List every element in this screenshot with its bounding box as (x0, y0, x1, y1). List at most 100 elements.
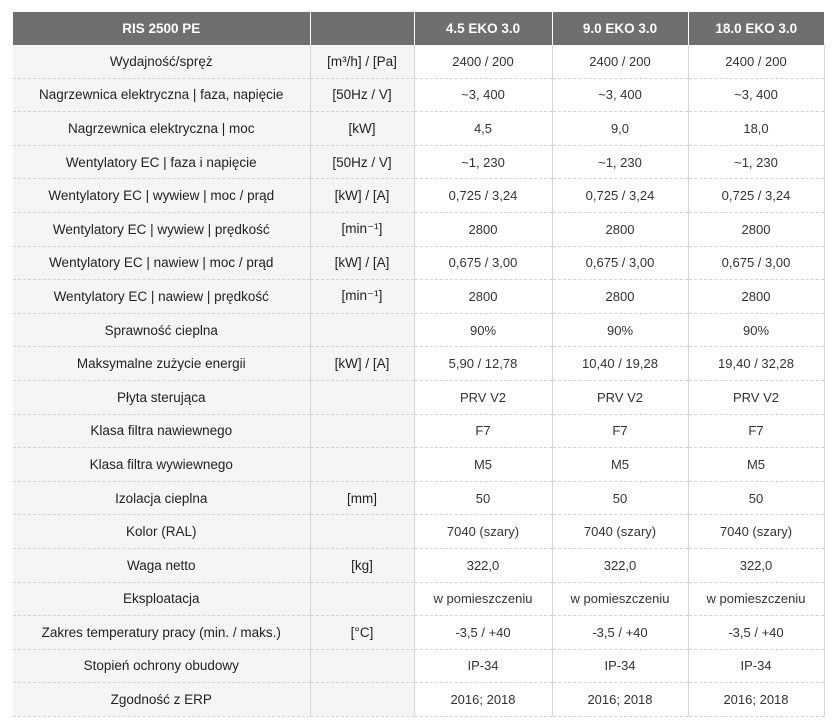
row-value-model-3: ~1, 230 (688, 145, 825, 180)
table-row: Wentylatory EC | wywiew | prędkość [min⁻¹… (13, 212, 825, 247)
table-row: Eksploatacja w pomieszczeniu w pomieszczen… (13, 582, 825, 617)
row-unit (309, 414, 415, 449)
row-value-model-2: 0,725 / 3,24 (552, 178, 689, 213)
row-unit (309, 447, 415, 482)
row-unit (309, 380, 415, 415)
row-parameter-name: Zakres temperatury pracy (min. / maks.) (13, 615, 310, 650)
table-row: Maksymalne zużycie energii [kW] / [A] 5,90… (13, 346, 825, 381)
row-parameter-name: Klasa filtra wywiewnego (13, 447, 310, 482)
row-unit: [°C] (309, 615, 415, 650)
row-value-model-3: 0,725 / 3,24 (688, 178, 825, 213)
row-value-model-2: -3,5 / +40 (552, 615, 689, 650)
row-value-model-3: 18,0 (688, 111, 825, 146)
row-value-model-3: PRV V2 (688, 380, 825, 415)
row-value-model-1: 0,675 / 3,00 (414, 246, 553, 281)
row-parameter-name: Sprawność cieplna (13, 313, 310, 348)
row-parameter-name: Wentylatory EC | wywiew | moc / prąd (13, 178, 310, 213)
row-value-model-1: 50 (414, 481, 553, 516)
row-parameter-name: Wentylatory EC | nawiew | prędkość (13, 279, 310, 314)
row-unit: [min⁻¹] (309, 279, 415, 314)
row-value-model-2: 322,0 (552, 548, 689, 583)
table-body: Wydajność/spręż [m³/h] / [Pa] 2400 / 200 24… (13, 45, 825, 717)
row-value-model-2: 50 (552, 481, 689, 516)
row-value-model-2: 10,40 / 19,28 (552, 346, 689, 381)
row-parameter-name: Kolor (RAL) (13, 514, 310, 549)
row-value-model-1: PRV V2 (414, 380, 553, 415)
row-unit: [50Hz / V] (309, 145, 415, 180)
row-value-model-2: 9,0 (552, 111, 689, 146)
table-row: Nagrzewnica elektryczna | faza, napięcie… (13, 78, 825, 113)
table-row: Kolor (RAL) 7040 (szary) 7040 (szary) 7040 … (13, 514, 825, 549)
row-value-model-3: 7040 (szary) (688, 514, 825, 549)
row-value-model-3: 2800 (688, 279, 825, 314)
row-parameter-name: Płyta sterująca (13, 380, 310, 415)
table-row: Zakres temperatury pracy (min. / maks.)[… (13, 615, 825, 650)
row-unit (309, 582, 415, 617)
row-value-model-2: 2800 (552, 212, 689, 247)
row-value-model-3: F7 (688, 414, 825, 449)
row-value-model-1: 2016; 2018 (414, 682, 553, 717)
row-value-model-3: 50 (688, 481, 825, 516)
row-parameter-name: Wentylatory EC | wywiew | prędkość (13, 212, 310, 247)
row-parameter-name: Wentylatory EC | faza i napięcie (13, 145, 310, 180)
row-unit (309, 313, 415, 348)
header-model-3: 18.0 EKO 3.0 (688, 12, 824, 45)
table-row: Waga netto [kg] 322,0 322,0 322,0 (13, 548, 825, 583)
table-row: Wydajność/spręż [m³/h] / [Pa] 2400 / 200 24… (13, 45, 825, 79)
row-unit: [50Hz / V] (309, 78, 415, 113)
header-model-2: 9.0 EKO 3.0 (552, 12, 689, 45)
row-value-model-3: 2400 / 200 (688, 45, 825, 79)
row-value-model-1: 322,0 (414, 548, 553, 583)
row-value-model-3: 0,675 / 3,00 (688, 246, 825, 281)
row-value-model-2: 0,675 / 3,00 (552, 246, 689, 281)
row-unit: [kW] / [A] (309, 346, 415, 381)
row-value-model-3: ~3, 400 (688, 78, 825, 113)
row-value-model-1: ~1, 230 (414, 145, 553, 180)
row-unit: [kW] / [A] (309, 178, 415, 213)
table-row: Wentylatory EC | nawiew | prędkość [min⁻¹… (13, 279, 825, 314)
row-value-model-1: IP-34 (414, 649, 553, 684)
row-parameter-name: Zgodność z ERP (13, 682, 310, 717)
row-value-model-1: ~3, 400 (414, 78, 553, 113)
row-value-model-3: 19,40 / 32,28 (688, 346, 825, 381)
row-value-model-1: 90% (414, 313, 553, 348)
row-value-model-1: M5 (414, 447, 553, 482)
row-unit: [kg] (309, 548, 415, 583)
row-parameter-name: Izolacja cieplna (13, 481, 310, 516)
row-value-model-2: ~3, 400 (552, 78, 689, 113)
spec-table-container: RIS 2500 PE 4.5 EKO 3.0 9.0 EKO 3.0 18.0… (13, 12, 825, 717)
row-value-model-3: 2800 (688, 212, 825, 247)
row-value-model-1: 4,5 (414, 111, 553, 146)
row-parameter-name: Maksymalne zużycie energii (13, 346, 310, 381)
row-value-model-1: -3,5 / +40 (414, 615, 553, 650)
table-row: Płyta sterująca PRV V2 PRV V2 PRV V2 (13, 380, 825, 415)
row-value-model-2: IP-34 (552, 649, 689, 684)
table-row: Klasa filtra wywiewnego M5 M5 M5 (13, 447, 825, 482)
row-value-model-2: w pomieszczeniu (552, 582, 689, 617)
row-value-model-2: 7040 (szary) (552, 514, 689, 549)
header-unit (310, 12, 415, 45)
spec-table: RIS 2500 PE 4.5 EKO 3.0 9.0 EKO 3.0 18.0… (13, 12, 825, 717)
row-value-model-2: PRV V2 (552, 380, 689, 415)
row-value-model-3: w pomieszczeniu (688, 582, 825, 617)
row-value-model-1: 2800 (414, 279, 553, 314)
row-value-model-1: 2400 / 200 (414, 45, 553, 79)
table-row: Nagrzewnica elektryczna | moc [kW] 4,5 9,0 1… (13, 111, 825, 146)
row-parameter-name: Stopień ochrony obudowy (13, 649, 310, 684)
row-value-model-3: IP-34 (688, 649, 825, 684)
row-value-model-2: 90% (552, 313, 689, 348)
row-value-model-1: 0,725 / 3,24 (414, 178, 553, 213)
row-value-model-2: M5 (552, 447, 689, 482)
row-value-model-3: 90% (688, 313, 825, 348)
header-row: RIS 2500 PE 4.5 EKO 3.0 9.0 EKO 3.0 18.0… (13, 12, 824, 45)
row-unit: [min⁻¹] (309, 212, 415, 247)
table-row: Stopień ochrony obudowy IP-34 IP-34 IP-34 (13, 649, 825, 684)
row-parameter-name: Eksploatacja (13, 582, 310, 617)
row-value-model-3: 2016; 2018 (688, 682, 825, 717)
table-row: Izolacja cieplna [mm] 50 50 50 (13, 481, 825, 516)
table-row: Klasa filtra nawiewnego F7 F7 F7 (13, 414, 825, 449)
row-value-model-2: ~1, 230 (552, 145, 689, 180)
row-value-model-1: 7040 (szary) (414, 514, 553, 549)
row-unit: [kW] / [A] (309, 246, 415, 281)
header-model-1: 4.5 EKO 3.0 (414, 12, 553, 45)
